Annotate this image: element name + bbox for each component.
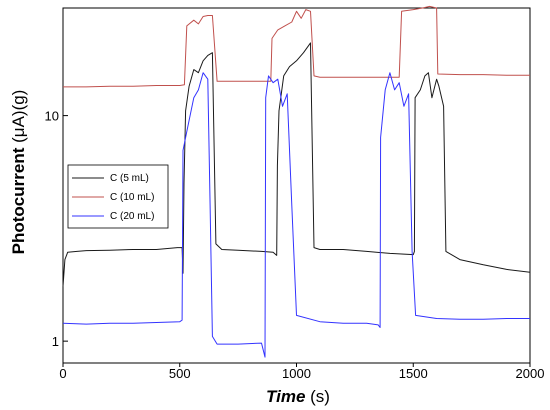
legend-label-5ml: C (5 mL): [110, 173, 149, 184]
y-tick-label: 10: [45, 109, 59, 124]
x-tick-label: 500: [169, 366, 191, 381]
series-line-2: [62, 72, 530, 358]
y-tick-label: 1: [52, 334, 59, 349]
series-line-0: [62, 42, 531, 287]
x-axis-title-main: Time: [266, 387, 305, 406]
y-axis-title-main: Photocurrent: [9, 143, 28, 254]
legend-label-10ml: C (10 mL): [110, 192, 154, 203]
legend-label-20ml: C (20 mL): [110, 211, 154, 222]
series-layer: [62, 5, 531, 358]
y-axis-title-unit: (μA)(g): [9, 90, 28, 143]
x-axis-title-unit: (s): [305, 387, 330, 406]
y-axis-title: Photocurrent (μA)(g): [9, 90, 28, 255]
y-axis-ticks: 1 10: [45, 109, 68, 349]
x-tick-label: 2000: [516, 366, 545, 381]
x-axis-title: Time (s): [266, 387, 330, 406]
x-tick-label: 1500: [399, 366, 428, 381]
x-tick-label: 1000: [282, 366, 311, 381]
series-line-1: [63, 5, 530, 88]
legend: C (5 mL) C (10 mL) C (20 mL): [67, 164, 169, 229]
x-tick-label: 0: [59, 366, 66, 381]
x-axis-ticks: 0 500 1000 1500 2000: [59, 363, 544, 381]
